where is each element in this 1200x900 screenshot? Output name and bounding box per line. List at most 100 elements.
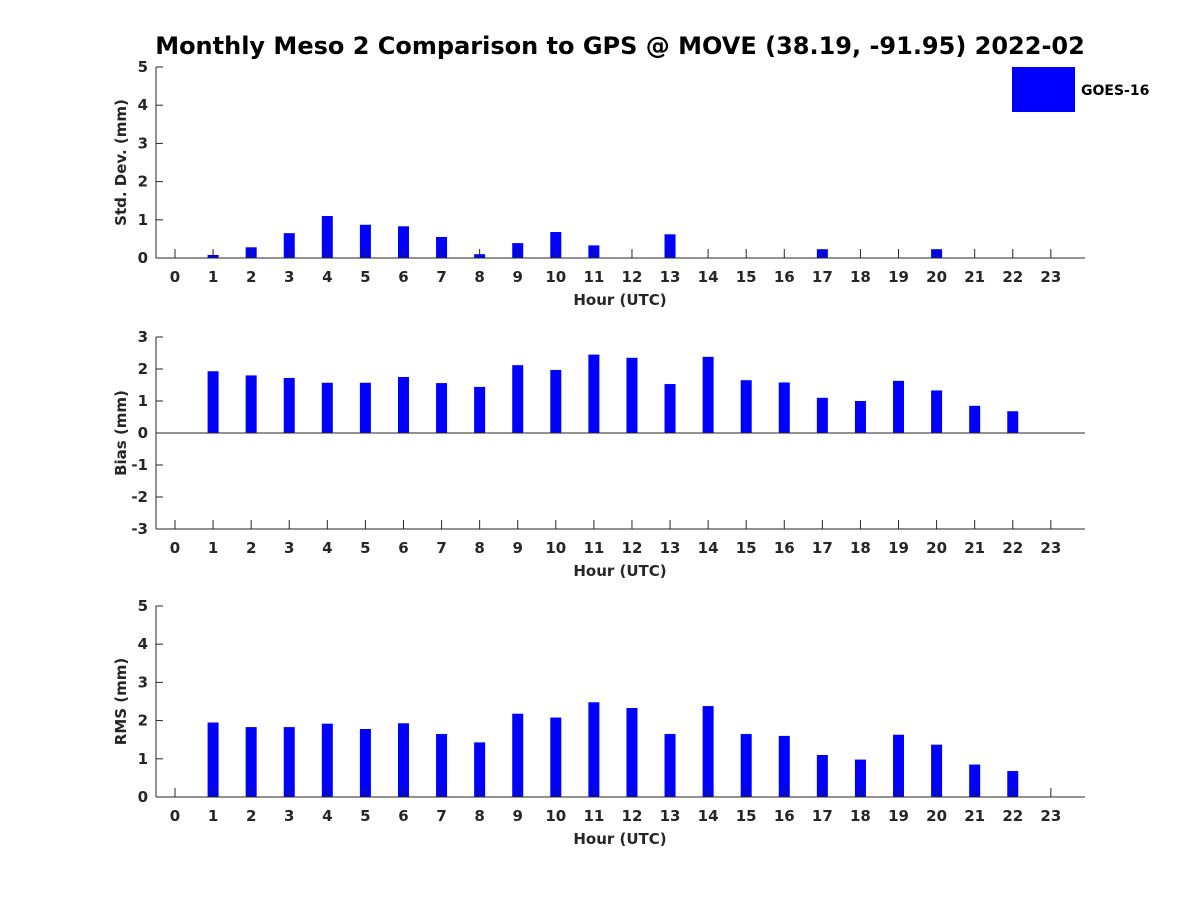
x-tick-label: 3 [284, 539, 294, 557]
y-axis-label: RMS (mm) [112, 658, 130, 745]
x-tick-label: 12 [622, 807, 643, 825]
y-tick-label: 2 [138, 712, 148, 730]
bar-hour-16 [778, 382, 790, 433]
bar-hour-3 [283, 727, 295, 797]
bar-hour-1 [207, 722, 219, 797]
x-tick-label: 7 [436, 268, 446, 286]
x-tick-label: 19 [888, 268, 909, 286]
x-tick-label: 5 [360, 268, 370, 286]
bar-hour-18 [854, 401, 866, 433]
x-tick-label: 6 [398, 539, 408, 557]
y-tick-label: -3 [131, 520, 148, 538]
x-tick-label: 12 [622, 539, 643, 557]
y-tick-label: 0 [138, 424, 148, 442]
bar-hour-21 [969, 764, 981, 797]
y-tick-label: 5 [138, 58, 148, 76]
x-tick-label: 11 [583, 268, 604, 286]
x-tick-label: 15 [736, 807, 757, 825]
x-tick-label: 18 [850, 268, 871, 286]
y-tick-label: 2 [138, 173, 148, 191]
x-tick-label: 13 [660, 268, 681, 286]
x-tick-label: 8 [474, 268, 484, 286]
bar-hour-2 [245, 727, 257, 797]
bar-hour-15 [740, 380, 752, 433]
bar-hour-19 [893, 734, 905, 797]
y-tick-label: 4 [138, 96, 148, 114]
x-tick-label: 8 [474, 807, 484, 825]
x-axis-label: Hour (UTC) [573, 830, 666, 848]
x-tick-label: 19 [888, 539, 909, 557]
x-tick-label: 22 [1002, 268, 1023, 286]
x-tick-label: 14 [698, 268, 719, 286]
x-tick-label: 5 [360, 539, 370, 557]
x-tick-label: 16 [774, 268, 795, 286]
x-tick-label: 4 [322, 268, 332, 286]
x-tick-label: 18 [850, 539, 871, 557]
x-tick-label: 22 [1002, 807, 1023, 825]
bar-hour-16 [778, 735, 790, 797]
y-axis-label: Std. Dev. (mm) [112, 99, 130, 226]
bar-hour-13 [664, 384, 676, 433]
bar-hour-17 [816, 754, 828, 797]
bar-hour-6 [397, 723, 409, 797]
bar-hour-8 [474, 742, 486, 797]
x-tick-label: 15 [736, 268, 757, 286]
x-tick-label: 4 [322, 539, 332, 557]
x-tick-label: 13 [660, 539, 681, 557]
legend-swatch [1012, 67, 1075, 112]
x-tick-label: 14 [698, 807, 719, 825]
bar-hour-12 [626, 357, 638, 433]
bar-hour-8 [474, 386, 486, 433]
x-tick-label: 13 [660, 807, 681, 825]
bar-hour-4 [321, 723, 333, 797]
x-tick-label: 1 [208, 807, 218, 825]
y-tick-label: 3 [138, 328, 148, 346]
x-tick-label: 7 [436, 539, 446, 557]
x-tick-label: 7 [436, 807, 446, 825]
y-tick-label: 3 [138, 134, 148, 152]
x-tick-label: 21 [964, 807, 985, 825]
y-tick-label: -1 [131, 456, 148, 474]
x-tick-label: 3 [284, 807, 294, 825]
bar-hour-21 [969, 405, 981, 433]
x-tick-label: 10 [545, 268, 566, 286]
y-tick-label: -2 [131, 488, 148, 506]
bar-hour-13 [664, 733, 676, 797]
bar-hour-11 [588, 354, 600, 433]
bar-hour-2 [245, 375, 257, 433]
legend-label: GOES-16 [1081, 83, 1149, 99]
y-axis-label: Bias (mm) [112, 390, 130, 476]
x-tick-label: 17 [812, 807, 833, 825]
x-tick-label: 20 [926, 807, 947, 825]
x-tick-label: 19 [888, 807, 909, 825]
y-tick-label: 0 [138, 249, 148, 267]
bar-hour-14 [702, 706, 714, 797]
bar-hour-15 [740, 733, 752, 797]
bar-hour-9 [512, 713, 524, 797]
x-tick-label: 21 [964, 268, 985, 286]
x-tick-label: 11 [583, 807, 604, 825]
bar-hour-7 [436, 236, 448, 258]
bar-hour-20 [931, 744, 943, 797]
x-tick-label: 2 [246, 268, 256, 286]
bar-hour-3 [283, 377, 295, 433]
x-tick-label: 16 [774, 539, 795, 557]
bar-hour-6 [397, 226, 409, 258]
x-tick-label: 15 [736, 539, 757, 557]
x-tick-label: 23 [1040, 807, 1061, 825]
bar-hour-3 [283, 233, 295, 258]
x-tick-label: 23 [1040, 539, 1061, 557]
bar-hour-10 [550, 717, 562, 797]
x-tick-label: 17 [812, 539, 833, 557]
x-axis-label: Hour (UTC) [573, 291, 666, 309]
x-tick-label: 0 [170, 268, 180, 286]
bar-hour-6 [397, 377, 409, 433]
x-tick-label: 2 [246, 539, 256, 557]
bar-hour-17 [816, 397, 828, 433]
bar-hour-9 [512, 365, 524, 433]
y-tick-label: 1 [138, 211, 148, 229]
